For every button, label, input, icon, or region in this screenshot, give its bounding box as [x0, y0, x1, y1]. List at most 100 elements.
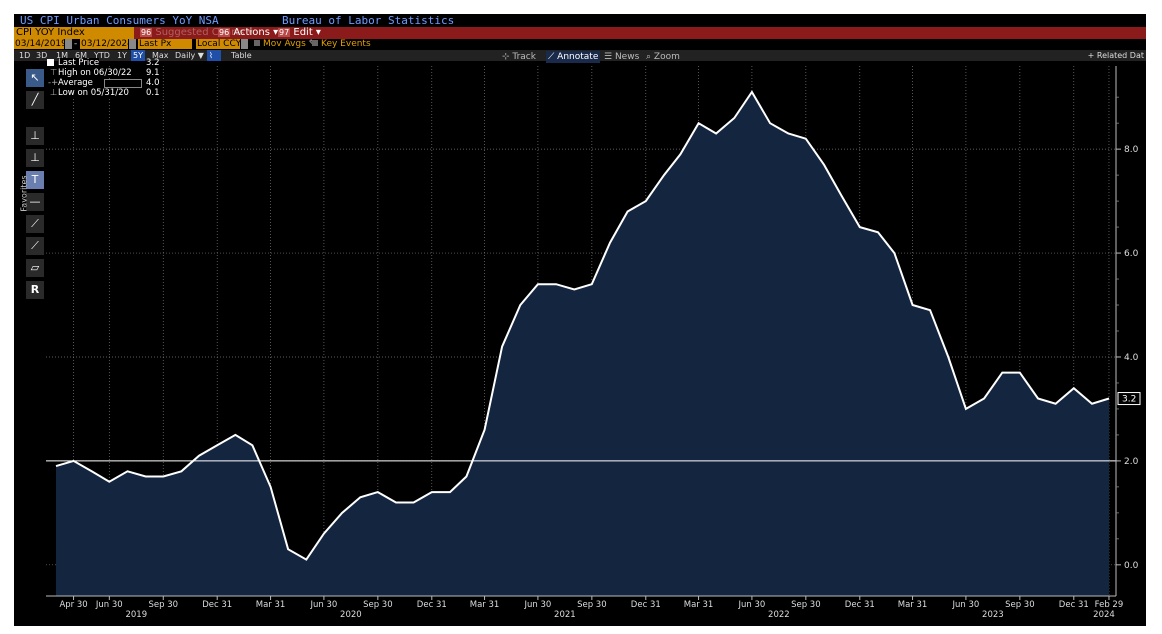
suggested-charts-menu[interactable]: 96 Suggested Charts ▾ — [140, 27, 253, 38]
x-tick-label: Feb 29 — [1095, 600, 1124, 610]
x-year-label: 2021 — [554, 610, 576, 620]
settings-bar: 03/14/2019 - 03/12/2024 Last Px Local CC… — [14, 39, 1146, 50]
legend-high: ⊤ High on 06/30/22 9.1 — [42, 68, 162, 78]
y-tick-label: 0.0 — [1124, 561, 1139, 571]
x-tick-label: Dec 31 — [417, 600, 447, 610]
x-year-label: 2020 — [340, 610, 362, 620]
x-tick-label: Jun 30 — [952, 600, 980, 610]
news-button[interactable]: ☰ News — [604, 52, 640, 62]
currency-dropdown[interactable] — [241, 39, 248, 49]
frequency-select[interactable]: Daily ▼ — [175, 51, 204, 60]
x-tick-label: Mar 31 — [256, 600, 286, 610]
x-year-label: 2024 — [1093, 610, 1115, 620]
average-label: Average — [58, 78, 93, 88]
end-date-dropdown[interactable] — [129, 39, 136, 49]
range-1y[interactable]: 1Y — [117, 51, 127, 60]
x-tick-label: Apr 30 — [59, 600, 87, 610]
edit-label: Edit — [293, 27, 313, 38]
last-value-box — [1117, 392, 1141, 406]
range-max[interactable]: Max — [152, 51, 169, 60]
x-tick-label: Jun 30 — [738, 600, 766, 610]
zoom-button[interactable]: ⌕ Zoom — [646, 52, 680, 62]
mov-avgs-label: Mov Avgs — [263, 39, 306, 49]
actions-number: 96 — [218, 28, 231, 37]
legend-average: -+- Average 4.0 — [42, 78, 162, 88]
x-tick-label: Mar 31 — [470, 600, 500, 610]
legend-low: ⊥ Low on 05/31/20 0.1 — [42, 88, 162, 98]
related-data-button[interactable]: + Related Dat — [1087, 51, 1144, 60]
average-box — [104, 79, 142, 88]
range-3d[interactable]: 3D — [36, 51, 48, 60]
low-label: Low on 05/31/20 — [58, 88, 129, 98]
date-separator: - — [74, 39, 78, 49]
average-marker-icon: -+- — [48, 78, 62, 88]
x-tick-label: Mar 31 — [898, 600, 928, 610]
start-date-dropdown[interactable] — [65, 39, 72, 49]
source-label: Bureau of Labor Statistics — [282, 14, 455, 27]
drawing-toolbar: ↖ ╱ ⊥ ⊥ T — ⟋ ⟋ ▱ R Favorites — [14, 61, 44, 621]
ray-tool-icon[interactable]: ⟋ — [26, 237, 44, 255]
x-tick-label: Jun 30 — [524, 600, 552, 610]
last-price-value: 3.2 — [146, 58, 160, 68]
line-draw-tool-icon[interactable]: ╱ — [26, 91, 44, 109]
chart-type-icon[interactable]: ⌇ — [207, 50, 221, 61]
chart-title: US CPI Urban Consumers YoY NSA — [20, 14, 219, 27]
x-tick-label: Sep 30 — [577, 600, 607, 610]
price-field-select[interactable]: Last Px — [138, 39, 192, 49]
low-marker-icon: ⊥ — [50, 88, 58, 98]
table-button[interactable]: Table — [231, 51, 252, 60]
checkbox-icon — [254, 40, 260, 46]
edit-menu[interactable]: 97 Edit ▾ — [278, 27, 321, 38]
high-marker-icon: ⊤ — [50, 68, 58, 78]
channel-tool-icon[interactable]: ▱ — [26, 259, 44, 277]
x-tick-label: Dec 31 — [845, 600, 875, 610]
y-tick-label: 8.0 — [1124, 145, 1139, 155]
ticker-field[interactable]: CPI YOY Index — [14, 27, 134, 39]
range-1m[interactable]: 1M — [56, 51, 68, 60]
range-ytd[interactable]: YTD — [94, 51, 110, 60]
high-value: 9.1 — [146, 68, 160, 78]
percent-tool-icon[interactable]: ⊥ — [26, 127, 44, 145]
x-tick-label: Dec 31 — [631, 600, 661, 610]
text-tool-icon[interactable]: T — [26, 171, 44, 189]
trendline-tool-icon[interactable]: ⟋ — [26, 215, 44, 233]
regression-tool-icon[interactable]: R — [26, 281, 44, 299]
x-year-label: 2019 — [125, 610, 147, 620]
last-value-label: 3.2 — [1122, 395, 1136, 405]
range-1d[interactable]: 1D — [19, 51, 31, 60]
actions-menu[interactable]: 96 Actions ▾ — [218, 27, 279, 38]
end-date-field[interactable]: 03/12/2024 — [80, 39, 133, 49]
zoom-label: Zoom — [653, 52, 680, 62]
x-tick-label: Dec 31 — [202, 600, 232, 610]
dollar-tool-icon[interactable]: ⊥ — [26, 149, 44, 167]
annotate-button[interactable]: ⟋ Annotate — [546, 51, 601, 63]
track-label: Track — [512, 52, 536, 62]
x-year-label: 2022 — [768, 610, 790, 620]
news-label: News — [614, 52, 640, 62]
pointer-tool-icon[interactable]: ↖ — [26, 69, 44, 87]
edit-number: 97 — [278, 28, 291, 37]
track-button[interactable]: ⊹ Track — [502, 52, 536, 62]
start-date-field[interactable]: 03/14/2019 — [14, 39, 67, 49]
legend-last-price: Last Price 3.2 — [42, 58, 162, 68]
x-tick-label: Sep 30 — [791, 600, 821, 610]
key-events-toggle[interactable]: Key Events — [312, 39, 371, 49]
x-year-label: 2023 — [982, 610, 1004, 620]
x-tick-label: Dec 31 — [1059, 600, 1089, 610]
range-5y[interactable]: 5Y — [131, 50, 145, 61]
x-tick-label: Jun 30 — [310, 600, 338, 610]
x-tick-label: Jun 30 — [95, 600, 123, 610]
actions-label: Actions — [233, 27, 270, 38]
last-price-label: Last Price — [58, 58, 100, 68]
y-tick-label: 2.0 — [1124, 457, 1139, 467]
legend: Last Price 3.2 ⊤ High on 06/30/22 9.1 -+… — [42, 58, 162, 98]
title-bar: US CPI Urban Consumers YoY NSA Bureau of… — [14, 14, 1146, 27]
high-label: High on 06/30/22 — [58, 68, 132, 78]
range-6m[interactable]: 6M — [75, 51, 87, 60]
currency-select[interactable]: Local CCY — [196, 39, 242, 49]
last-price-swatch-icon — [47, 59, 54, 66]
y-tick-label: 6.0 — [1124, 249, 1139, 259]
annotate-label: Annotate — [557, 52, 599, 62]
horizontal-line-tool-icon[interactable]: — — [26, 193, 44, 211]
